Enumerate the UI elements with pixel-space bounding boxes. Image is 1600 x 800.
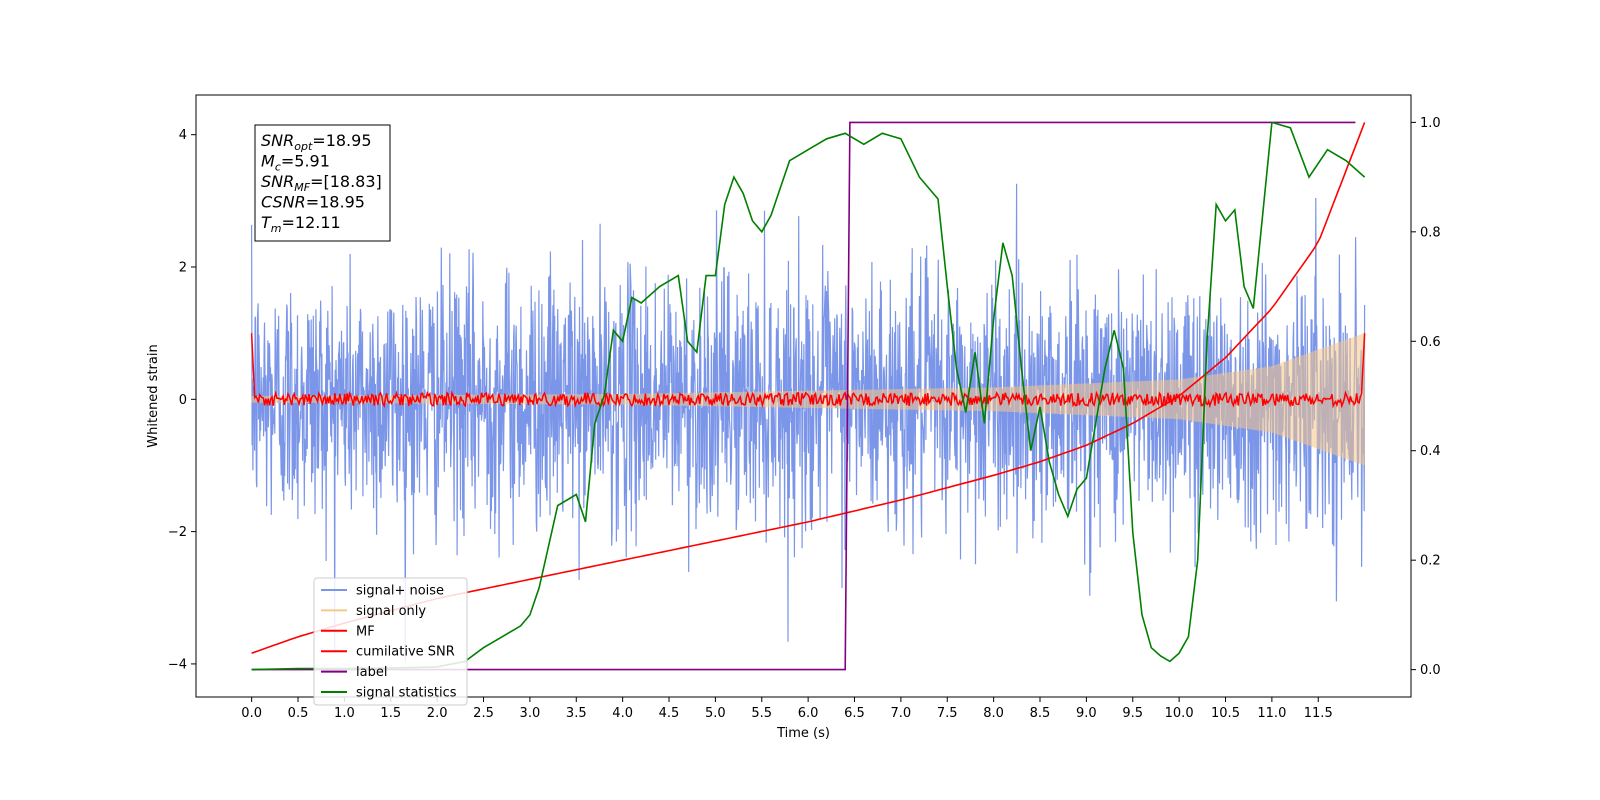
x-tick-label: 2.5 <box>473 706 494 721</box>
x-tick-label: 5.5 <box>751 706 772 721</box>
y-tick-label: 2 <box>179 261 187 276</box>
info-line: Tm=12.11 <box>261 213 341 235</box>
info-line: SNRopt=18.95 <box>261 131 372 153</box>
legend-entry: cumilative SNR <box>356 645 455 660</box>
x-axis: 0.0 0.5 1.0 1.5 2.0 2.5 3.0 3.5 4.0 4.5 5.0 5.5 6.0 6… <box>241 697 1333 721</box>
info-line: SNRMF=[18.83] <box>261 172 382 194</box>
x-tick-label: 4.5 <box>659 706 680 721</box>
legend: signal+ noise signal only MF cumilative SNR… <box>313 577 468 706</box>
y2-tick-label: 0.8 <box>1420 225 1441 240</box>
info-label: M <box>261 152 275 171</box>
x-tick-label: 7.0 <box>891 706 912 721</box>
legend-entry: signal only <box>356 604 426 619</box>
info-box: SNRopt=18.95Mc=5.91SNRMF=[18.83]CSNR=18.… <box>254 124 391 242</box>
series-label <box>251 121 1356 671</box>
x-tick-label: 11.0 <box>1257 706 1286 721</box>
y-tick-label: 4 <box>179 128 187 143</box>
info-subscript: c <box>275 161 281 174</box>
x-tick-label: 8.0 <box>983 706 1004 721</box>
info-label: T <box>261 213 272 232</box>
y2-tick-label: 0.6 <box>1420 335 1441 350</box>
x-tick-label: 6.0 <box>798 706 819 721</box>
info-value: =[18.83] <box>310 172 382 191</box>
info-subscript: m <box>271 222 282 235</box>
y2-tick-label: 1.0 <box>1420 116 1441 131</box>
x-tick-label: 8.5 <box>1030 706 1051 721</box>
x-tick-label: 10.5 <box>1211 706 1240 721</box>
x-tick-label: 10.0 <box>1165 706 1194 721</box>
info-line: Mc=5.91 <box>261 152 330 174</box>
info-line: CSNR=18.95 <box>261 193 365 212</box>
y2-tick-label: 0.0 <box>1420 663 1441 678</box>
y-tick-label: 0 <box>179 393 187 408</box>
y-axis-right: 0.0 0.2 0.4 0.6 0.8 1.0 <box>1411 116 1441 678</box>
series-signal-statistics <box>251 121 1366 671</box>
x-tick-label: 11.5 <box>1304 706 1333 721</box>
series-signal-noise <box>251 183 1366 663</box>
y2-tick-label: 0.2 <box>1420 554 1441 569</box>
x-tick-label: 7.5 <box>937 706 958 721</box>
info-subscript: MF <box>294 181 310 194</box>
legend-entry: MF <box>356 624 375 639</box>
info-value: =12.11 <box>282 213 341 232</box>
info-value: =18.95 <box>312 131 371 150</box>
y-tick-label: −4 <box>168 657 187 672</box>
x-tick-label: 0.5 <box>288 706 309 721</box>
info-value: =18.95 <box>306 193 365 212</box>
legend-entry: signal statistics <box>356 686 457 701</box>
x-axis-label: Time (s) <box>776 726 830 741</box>
x-tick-label: 5.0 <box>705 706 726 721</box>
x-tick-label: 3.5 <box>566 706 587 721</box>
info-label: CSNR <box>261 193 306 212</box>
x-tick-label: 9.5 <box>1122 706 1143 721</box>
x-tick-label: 9.0 <box>1076 706 1097 721</box>
y2-tick-label: 0.4 <box>1420 444 1441 459</box>
y-tick-label: −2 <box>168 525 187 540</box>
x-tick-label: 2.0 <box>427 706 448 721</box>
y-axis-left: −4 −2 0 2 4 <box>168 128 196 672</box>
x-tick-label: 6.5 <box>844 706 865 721</box>
x-tick-label: 1.5 <box>380 706 401 721</box>
axes-frame <box>195 94 1412 698</box>
info-box-frame <box>254 124 391 242</box>
legend-entry: label <box>356 665 387 680</box>
x-tick-label: 4.0 <box>612 706 633 721</box>
info-label: SNR <box>261 131 294 150</box>
x-tick-label: 3.0 <box>520 706 541 721</box>
info-label: SNR <box>261 172 294 191</box>
legend-entry: signal+ noise <box>356 584 444 599</box>
info-subscript: opt <box>294 140 313 153</box>
y-axis-label: Whitened strain <box>146 344 161 447</box>
x-tick-label: 0.0 <box>241 706 262 721</box>
info-value: =5.91 <box>281 152 330 171</box>
legend-frame <box>313 577 468 706</box>
x-tick-label: 1.0 <box>334 706 355 721</box>
